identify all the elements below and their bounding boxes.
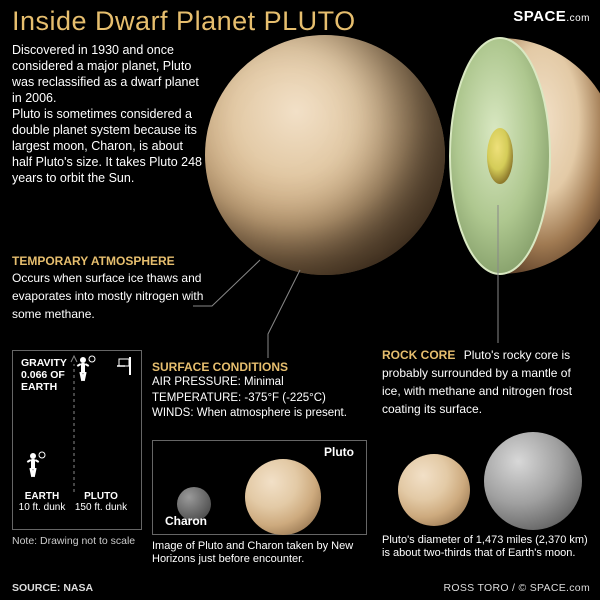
- comparison-pluto: [398, 454, 470, 526]
- charon-pluto-label: Pluto: [324, 445, 354, 459]
- page-title: Inside Dwarf Planet PLUTO: [12, 6, 356, 37]
- charon-pluto-sphere: [245, 459, 321, 535]
- logo-suffix: .com: [566, 13, 590, 24]
- logo-brand: SPACE: [513, 8, 566, 25]
- charon-caption: Image of Pluto and Charon taken by New H…: [152, 540, 367, 566]
- surface-line-1: AIR PRESSURE: Minimal: [152, 375, 367, 391]
- basket-icon: [115, 357, 135, 375]
- brand-logo: SPACE.com: [513, 8, 590, 25]
- earth-dunk: 10 ft. dunk: [17, 502, 67, 513]
- rockcore-head: ROCK CORE: [382, 348, 455, 362]
- surface-label: SURFACE CONDITIONS AIR PRESSURE: Minimal…: [152, 360, 367, 422]
- pluto-cutaway: [400, 28, 600, 283]
- earth-label: EARTH: [17, 491, 67, 502]
- intro-text: Discovered in 1930 and once considered a…: [12, 42, 204, 186]
- pluto-g-label: PLUTO: [71, 491, 131, 502]
- credit-line: ROSS TORO / © SPACE.com: [443, 582, 590, 594]
- surface-line-3: WINDS: When atmosphere is present.: [152, 406, 367, 422]
- gravity-note: Note: Drawing not to scale: [12, 535, 135, 547]
- gravity-panel: GRAVITY 0.066 OF EARTH EARTH 10 ft. dunk…: [12, 350, 142, 530]
- atmosphere-label: TEMPORARY ATMOSPHERE Occurs when surface…: [12, 254, 212, 323]
- pluto-dunk: 150 ft. dunk: [71, 502, 131, 513]
- charon-label: Charon: [165, 514, 207, 528]
- rockcore-label: ROCK CORE Pluto's rocky core is probably…: [382, 346, 590, 418]
- surface-line-2: TEMPERATURE: -375°F (-225°C): [152, 391, 367, 407]
- pluto-dunker-icon: [71, 355, 101, 389]
- atmosphere-body: Occurs when surface ice thaws and evapor…: [12, 271, 203, 321]
- comparison-moon: [484, 432, 582, 530]
- atmosphere-head: TEMPORARY ATMOSPHERE: [12, 254, 212, 268]
- charon-panel: Pluto Charon: [152, 440, 367, 535]
- comparison-caption: Pluto's diameter of 1,473 miles (2,370 k…: [382, 534, 592, 560]
- earth-dunker-icon: [21, 451, 51, 485]
- surface-head: SURFACE CONDITIONS: [152, 360, 367, 374]
- source-line: SOURCE: NASA: [12, 582, 93, 594]
